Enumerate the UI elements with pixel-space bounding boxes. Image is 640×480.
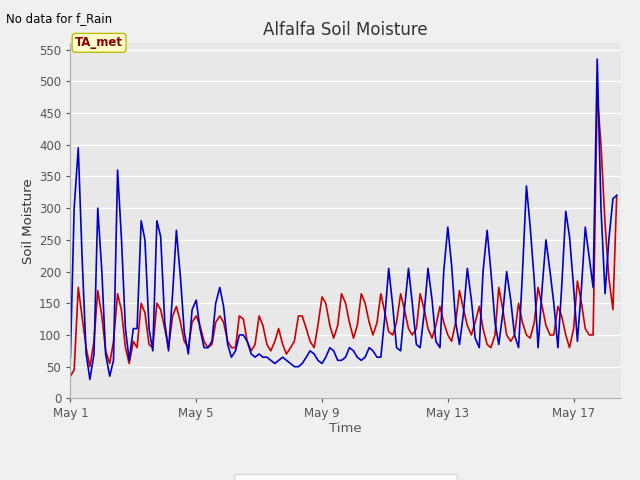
- Theta20cm: [102, 351, 109, 357]
- Theta20cm: [169, 291, 177, 297]
- Theta10cm: [593, 91, 601, 97]
- Theta10cm: [164, 345, 172, 350]
- Theta20cm: [593, 56, 601, 62]
- Line: Theta10cm: Theta10cm: [70, 94, 617, 376]
- Theta10cm: [86, 364, 93, 370]
- Theta20cm: [67, 354, 74, 360]
- Theta20cm: [90, 351, 98, 357]
- Theta20cm: [298, 360, 306, 366]
- Title: Alfalfa Soil Moisture: Alfalfa Soil Moisture: [263, 21, 428, 39]
- Theta10cm: [67, 373, 74, 379]
- Theta20cm: [86, 376, 93, 382]
- Line: Theta20cm: Theta20cm: [70, 59, 617, 379]
- Theta20cm: [342, 354, 349, 360]
- Y-axis label: Soil Moisture: Soil Moisture: [22, 178, 35, 264]
- Theta10cm: [122, 345, 129, 350]
- Text: TA_met: TA_met: [75, 36, 123, 49]
- Theta10cm: [338, 291, 346, 297]
- Theta10cm: [613, 192, 621, 198]
- X-axis label: Time: Time: [330, 422, 362, 435]
- Theta20cm: [613, 192, 621, 198]
- Legend: Theta10cm, Theta20cm: Theta10cm, Theta20cm: [234, 474, 457, 480]
- Theta10cm: [609, 307, 617, 312]
- Text: No data for f_Rain: No data for f_Rain: [6, 12, 113, 25]
- Theta10cm: [98, 313, 106, 319]
- Theta20cm: [125, 358, 133, 363]
